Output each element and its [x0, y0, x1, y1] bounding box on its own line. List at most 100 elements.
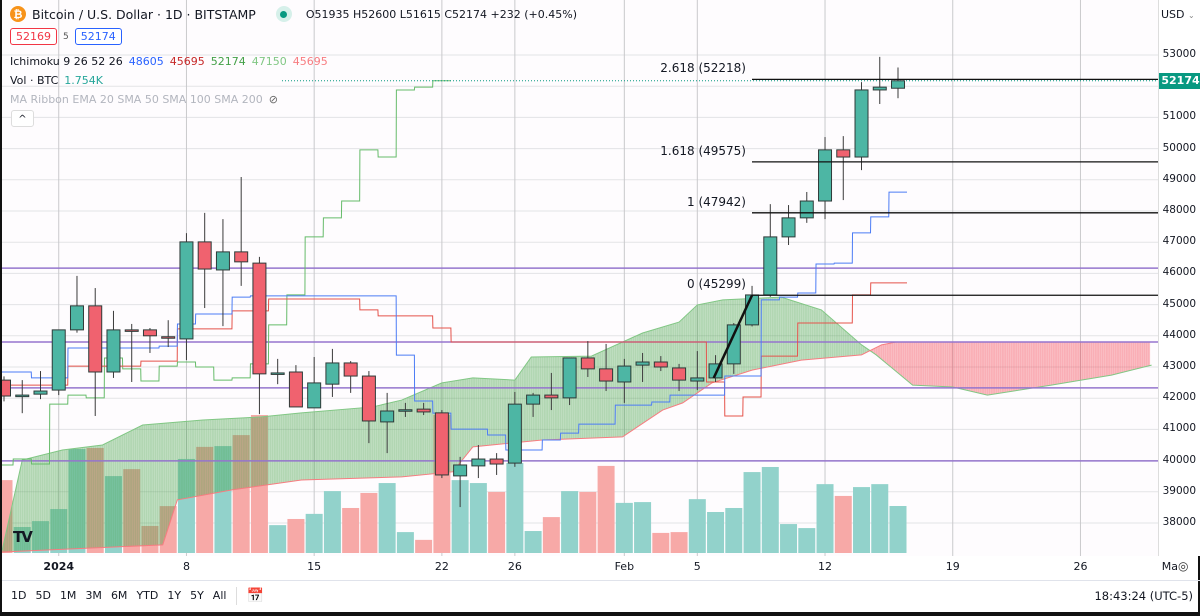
volume-bar — [269, 525, 287, 553]
cloud-segment — [627, 338, 631, 434]
ichimoku-lagging: 52174 — [210, 55, 246, 68]
calendar-goto-icon[interactable]: 📅 — [246, 587, 264, 604]
sell-button[interactable]: 52169 — [10, 28, 57, 45]
cloud-segment — [582, 356, 585, 439]
chart-pane[interactable]: ₿ Bitcoin / U.S. Dollar · 1D · BITSTAMP … — [2, 0, 1158, 556]
ma-ribbon-legend[interactable]: MA Ribbon EMA 20 SMA 50 SMA 100 SMA 200 … — [10, 93, 278, 106]
cloud-segment — [171, 422, 174, 517]
chart-settings-icon[interactable]: ◎ — [1178, 559, 1189, 573]
cloud-segment — [637, 334, 640, 428]
range-button-ytd[interactable]: YTD — [136, 589, 159, 602]
cloud-segment — [80, 447, 83, 549]
cloud-segment — [1065, 342, 1068, 383]
price-chart[interactable] — [2, 0, 1158, 556]
candle-body — [325, 362, 340, 385]
cloud-segment — [221, 418, 224, 492]
cloud-segment — [277, 415, 280, 484]
range-button-3m[interactable]: 3M — [85, 589, 102, 602]
range-button-1m[interactable]: 1M — [59, 589, 77, 602]
candle-body — [434, 412, 449, 476]
cloud-segment — [58, 450, 61, 550]
cloud-segment — [398, 400, 401, 477]
cloud-segment — [374, 406, 377, 478]
cloud-segment — [472, 377, 476, 447]
cloud-segment — [1005, 342, 1008, 393]
cloud-segment — [401, 399, 404, 477]
last-price-label: 52174 — [1159, 72, 1200, 89]
cloud-segment — [954, 342, 957, 388]
cloud-segment — [334, 409, 337, 479]
cloud-segment — [55, 451, 58, 550]
cloud-segment — [879, 344, 882, 360]
cloud-segment — [801, 303, 804, 361]
candle-body — [818, 149, 833, 202]
cloud-segment — [772, 297, 775, 367]
range-button-6m[interactable]: 6M — [110, 589, 128, 602]
cloud-segment — [825, 313, 828, 359]
cloud-segment — [1115, 342, 1118, 375]
cloud-segment — [952, 342, 955, 388]
cloud-segment — [368, 407, 372, 478]
candle-body — [234, 251, 249, 263]
cloud-segment — [69, 448, 72, 549]
price-axis[interactable]: USD ⌄ 53000 51000 50000 49000 48000 47000 4600… — [1158, 0, 1200, 556]
cloud-segment — [783, 297, 786, 364]
symbol-title[interactable]: Bitcoin / U.S. Dollar · 1D · BITSTAMP — [32, 6, 256, 22]
cloud-segment — [901, 342, 904, 378]
cloud-segment — [768, 297, 771, 367]
chevron-down-icon: ⌄ — [1188, 11, 1195, 20]
candle-body — [106, 329, 121, 373]
cloud-segment — [98, 445, 101, 548]
volume-bar — [469, 483, 487, 553]
cloud-segment — [596, 352, 600, 438]
ichimoku-title: Ichimoku 9 26 52 26 — [10, 55, 123, 68]
price-tick: 42000 — [1162, 391, 1196, 404]
range-button-1y[interactable]: 1Y — [167, 589, 182, 602]
cloud-segment — [916, 342, 919, 386]
cloud-segment — [111, 439, 114, 548]
cloud-segment — [199, 420, 202, 496]
currency-dropdown[interactable]: USD ⌄ — [1161, 8, 1195, 21]
cloud-segment — [972, 342, 975, 393]
range-button-5y[interactable]: 5Y — [190, 589, 204, 602]
range-button-1d[interactable]: 1D — [11, 589, 27, 602]
cloud-segment — [84, 447, 87, 549]
cloud-segment — [357, 408, 361, 479]
cloud-segment — [1012, 342, 1016, 392]
cloud-segment — [781, 297, 784, 365]
cloud-segment — [45, 453, 49, 551]
cloud-segment — [810, 306, 813, 360]
cloud-segment — [839, 325, 842, 357]
cloud-segment — [505, 379, 508, 444]
cloud-segment — [170, 422, 173, 523]
range-button-all[interactable]: All — [212, 589, 227, 602]
ichimoku-legend[interactable]: Ichimoku 9 26 52 26 48605 45695 52174 47… — [10, 55, 328, 68]
cloud-segment — [18, 468, 21, 552]
range-button-5d[interactable]: 5D — [35, 589, 51, 602]
cloud-segment — [279, 414, 282, 484]
cloud-segment — [288, 413, 291, 482]
cloud-segment — [113, 438, 116, 548]
cloud-segment — [976, 342, 979, 393]
cloud-segment — [1116, 342, 1120, 374]
price-tick: 40000 — [1162, 453, 1196, 466]
buy-button[interactable]: 52174 — [74, 28, 122, 45]
currency-label: USD — [1161, 8, 1185, 21]
cloud-segment — [883, 344, 886, 363]
cloud-segment — [819, 309, 822, 359]
cloud-segment — [224, 418, 227, 492]
cloud-segment — [1129, 342, 1132, 371]
collapse-legend-button[interactable]: ^ — [11, 110, 34, 127]
base-line — [2, 282, 908, 417]
eye-off-icon[interactable]: ⊘ — [268, 93, 279, 106]
cloud-segment — [399, 400, 403, 477]
cloud-segment — [958, 342, 961, 389]
cloud-segment — [803, 304, 806, 360]
cloud-segment — [153, 423, 156, 546]
cloud-segment — [4, 533, 7, 552]
cloud-segment — [270, 415, 273, 485]
volume-legend[interactable]: Vol · BTC 1.754K — [10, 74, 103, 87]
cloud-segment — [688, 311, 691, 400]
clock[interactable]: 18:43:24 (UTC-5) — [1094, 588, 1193, 603]
cloud-segment — [941, 342, 944, 387]
